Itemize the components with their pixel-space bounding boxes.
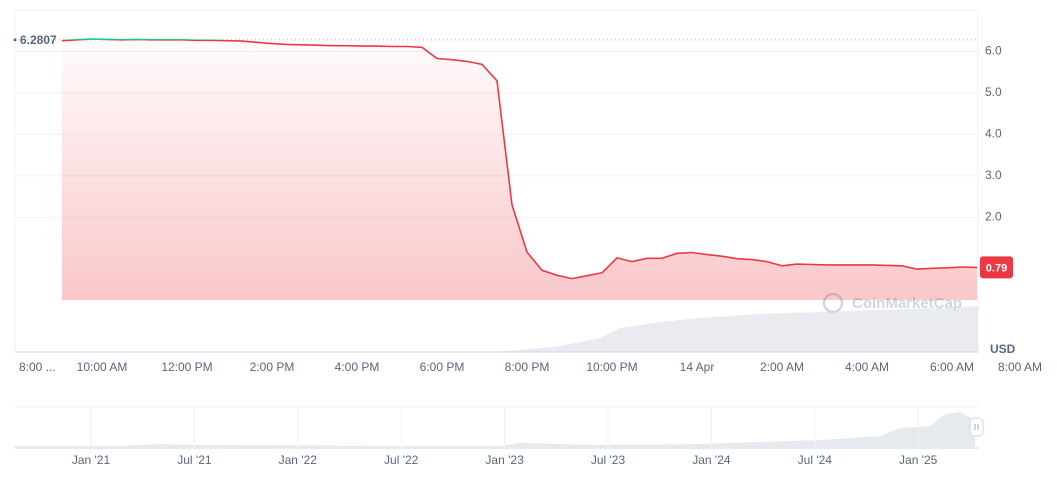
reference-label: 6.2807 [20, 33, 57, 47]
navigator-tick-label: Jan '21 [72, 453, 111, 467]
y-tick-label: 6.0 [985, 44, 1002, 58]
x-tick-label: 12:00 PM [161, 360, 212, 374]
x-tick-label: 2:00 AM [760, 360, 804, 374]
x-tick-label: 10:00 PM [586, 360, 637, 374]
navigator-tick-label: Jan '25 [899, 453, 938, 467]
x-tick-label: 6:00 AM [930, 360, 974, 374]
price-line [61, 38, 978, 280]
navigator-handle[interactable] [969, 417, 984, 437]
y-tick-label: 4.0 [985, 127, 1002, 141]
x-tick-label: 8:00 PM [505, 360, 550, 374]
x-tick-label: 8:00 ... [19, 360, 56, 374]
x-tick-label: 8:00 AM [998, 360, 1042, 374]
navigator-tick-label: Jan '24 [692, 453, 731, 467]
x-tick-label: 4:00 PM [335, 360, 380, 374]
x-tick-label: 10:00 AM [77, 360, 128, 374]
navigator: Jan '21 Jul '21 Jan '22 Jul '22 Jan '23 Jul '… [15, 406, 984, 467]
volume-area [490, 306, 978, 352]
y-tick-label: 2.0 [985, 209, 1002, 223]
x-tick-label: 14 Apr [680, 360, 715, 374]
last-price-badge [980, 256, 1013, 279]
y-tick-label: 5.0 [985, 85, 1002, 99]
x-tick-label: 4:00 AM [845, 360, 889, 374]
navigator-tick-label: Jan '22 [279, 453, 318, 467]
x-tick-label: 2:00 PM [250, 360, 295, 374]
navigator-tick-label: Jul '21 [177, 453, 212, 467]
unit-label: USD [990, 342, 1016, 356]
navigator-area [15, 412, 975, 448]
reference-dot [13, 38, 17, 42]
navigator-tick-label: Jan '23 [485, 453, 524, 467]
last-price-label: 0.79 [986, 262, 1007, 274]
navigator-tick-label: Jul '22 [384, 453, 419, 467]
x-tick-label: 6:00 PM [420, 360, 465, 374]
price-area [62, 39, 977, 301]
navigator-tick-label: Jul '24 [798, 453, 833, 467]
navigator-tick-label: Jul '23 [591, 453, 626, 467]
y-tick-label: 3.0 [985, 168, 1002, 182]
